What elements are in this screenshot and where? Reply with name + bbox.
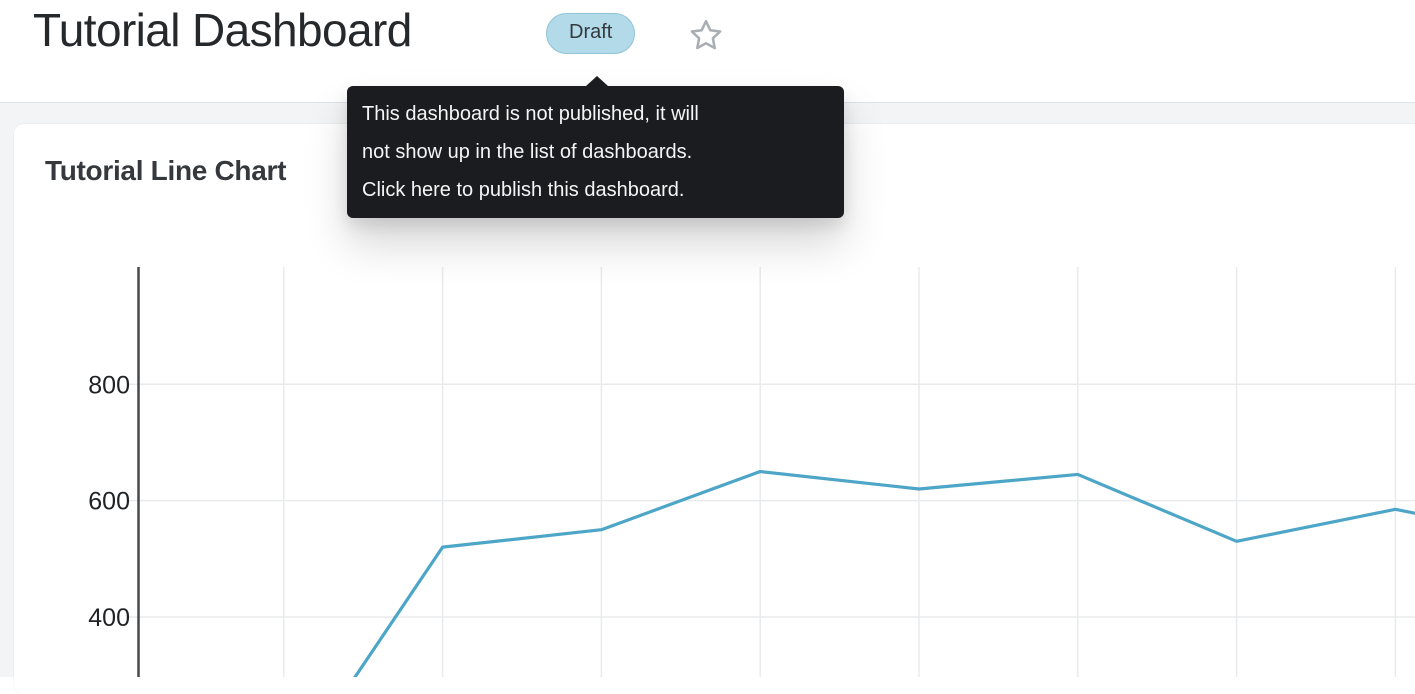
chart-tile-title: Tutorial Line Chart — [45, 155, 287, 186]
tooltip-text-line: Click here to publish this dashboard. — [362, 179, 685, 201]
page-header: Tutorial Dashboard Draft — [0, 0, 1415, 103]
page-title: Tutorial Dashboard — [33, 4, 412, 56]
star-icon — [689, 19, 723, 55]
tooltip-text-line: This dashboard is not published, it will — [362, 103, 699, 125]
tooltip-arrow — [586, 76, 608, 86]
publish-tooltip[interactable]: This dashboard is not published, it will… — [347, 76, 844, 218]
draft-badge[interactable]: Draft — [546, 13, 636, 54]
tooltip-text-line: not show up in the list of dashboards. — [362, 141, 693, 163]
favorite-star-button[interactable] — [686, 16, 726, 56]
